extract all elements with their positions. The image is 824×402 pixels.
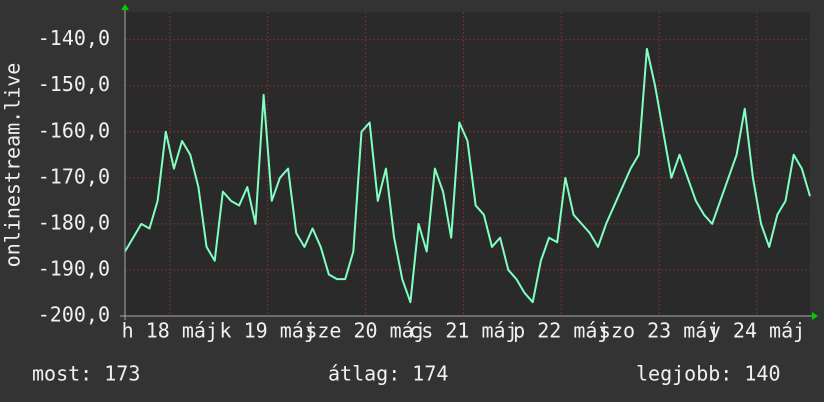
x-tick-label: cs 21 máj (409, 319, 517, 343)
y-tick-label: -180,0 (38, 210, 110, 234)
x-tick-label: k 19 máj (220, 319, 316, 343)
x-tick-label: szo 23 máj (599, 319, 719, 343)
plot-area (125, 12, 810, 316)
y-arrow (121, 4, 129, 10)
footer-now: most: 173 (32, 362, 140, 386)
y-tick-label: -170,0 (38, 164, 110, 188)
marks (124, 47, 811, 304)
y-tick-label: -200,0 (38, 303, 110, 327)
x-tick-label: p 22 máj (513, 319, 609, 343)
y-tick-label: -160,0 (38, 118, 110, 142)
footer-best: legjobb: 140 (636, 362, 781, 386)
x-tick-label: sze 20 máj (305, 319, 425, 343)
y-axis-label: onlinestream.live (1, 63, 25, 268)
x-tick-label: v 24 máj (709, 319, 805, 343)
grid (125, 12, 810, 317)
y-tick-label: -140,0 (38, 26, 110, 50)
footer-avg: átlag: 174 (328, 362, 448, 386)
data-line (124, 47, 811, 304)
x-tick-label: h 18 máj (122, 319, 218, 343)
y-tick-label: -190,0 (38, 256, 110, 280)
x-arrow (812, 312, 818, 320)
y-tick-label: -150,0 (38, 72, 110, 96)
